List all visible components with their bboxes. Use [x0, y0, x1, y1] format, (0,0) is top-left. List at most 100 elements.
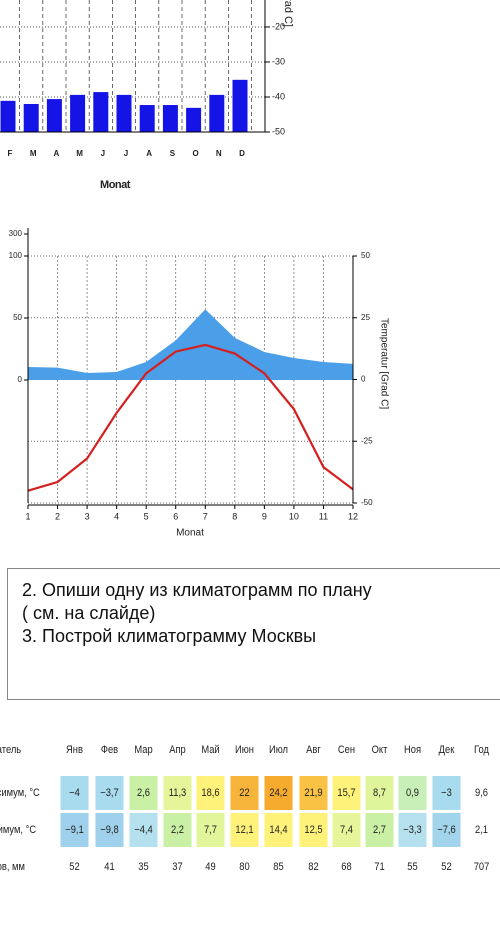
header-cell: Мар	[133, 744, 153, 756]
y-break-tick-label: 300	[9, 229, 23, 238]
bar	[139, 105, 155, 132]
x-tick-label: 11	[319, 511, 328, 521]
x-tick-label: F	[8, 149, 13, 158]
x-tick-label: N	[216, 149, 222, 158]
x-axis-label: Monat	[100, 179, 131, 191]
table-cell: 15,7	[331, 776, 361, 810]
table-cell: ксимум, °C	[0, 787, 40, 799]
y2-axis-label: Temperatur [Grad C]	[378, 318, 389, 409]
table-cell: 2,2	[162, 813, 192, 847]
x-tick-label: M	[30, 149, 37, 158]
table-cell: −4	[59, 776, 89, 810]
header-cell: Сен	[337, 744, 355, 756]
y-tick-label: -40	[272, 91, 285, 101]
table-cell: 18,6	[195, 776, 225, 810]
bar	[46, 99, 62, 132]
x-tick-label: M	[76, 149, 83, 158]
table-cell: 52	[440, 861, 452, 873]
text-line: 2. Опиши одну из климатограмм по плану	[22, 580, 372, 600]
bar	[232, 79, 248, 132]
y2-tick-label: 25	[361, 313, 370, 322]
x-tick-label: 4	[114, 511, 119, 521]
y-tick-label: 100	[9, 251, 23, 260]
table-cell: −3	[431, 776, 461, 810]
x-tick-label: 6	[173, 511, 178, 521]
table-cell: 2,7	[364, 813, 394, 847]
x-tick-label: J	[124, 149, 128, 158]
table-cell: 7,4	[331, 813, 361, 847]
table-cell: 35	[137, 861, 149, 873]
header-cell: Ноя	[403, 744, 421, 756]
table-cell: 11,3	[162, 776, 192, 810]
header-cell: Год	[473, 744, 489, 756]
bar	[209, 94, 225, 132]
table-cell: 14,4	[263, 813, 293, 847]
x-tick-label: O	[192, 149, 198, 158]
table-cell: 12,5	[298, 813, 328, 847]
header-cell: Май	[200, 744, 220, 756]
y-tick-label: 0	[18, 375, 23, 384]
temperature-line	[27, 343, 354, 492]
table-cell: 80	[238, 861, 250, 873]
table-cell: −4,4	[128, 813, 158, 847]
x-tick-label: J	[101, 149, 105, 158]
table-cell: 52	[68, 861, 80, 873]
text-line: 3. Построй климатограмму Москвы	[22, 626, 317, 646]
table-cell: −7,6	[431, 813, 461, 847]
text-line: ( см. на слайде)	[22, 603, 156, 623]
y-tick-label: -30	[272, 56, 285, 66]
header-cell: затель	[0, 744, 22, 756]
x-axis-label: Monat	[176, 528, 204, 539]
y2-tick-label: 0	[361, 375, 366, 384]
table-cell: 41	[103, 861, 115, 873]
header-cell: Янв	[65, 744, 83, 756]
x-tick-label: A	[146, 149, 152, 158]
bar	[186, 107, 202, 132]
x-tick-label: 10	[289, 511, 299, 521]
header-cell: Авг	[305, 744, 321, 756]
table-cell: −3,7	[94, 776, 124, 810]
table-cell: 68	[340, 861, 352, 873]
x-tick-label: 5	[144, 511, 149, 521]
bar	[0, 100, 16, 132]
bar	[93, 92, 109, 132]
y-tick-label: -20	[272, 21, 285, 31]
table-cell: −9,1	[59, 813, 89, 847]
x-tick-label: 7	[203, 511, 208, 521]
table-cell: 2,6	[128, 776, 158, 810]
table-cell: −3,3	[397, 813, 427, 847]
bar	[116, 94, 132, 132]
table-cell: 2,1	[474, 824, 488, 836]
table-cell: 22	[229, 776, 259, 810]
header-cell: Июн	[234, 744, 254, 756]
header-cell: Апр	[168, 744, 186, 756]
header-cell: Окт	[371, 744, 387, 756]
table-cell: 9,6	[474, 787, 488, 799]
y-tick-label: -50	[272, 126, 285, 136]
header-cell: Дек	[438, 744, 454, 756]
bar	[70, 94, 86, 132]
table-cell: 707	[473, 861, 489, 873]
table-cell: нимум, °C	[0, 824, 37, 836]
table-cell: 85	[272, 861, 284, 873]
table-cell: 24,2	[263, 776, 293, 810]
y2-tick-label: -50	[361, 498, 373, 507]
bar	[23, 103, 39, 132]
y-axis-label: Temperatur [Grad C]	[282, 0, 294, 27]
table-cell: 8,7	[364, 776, 394, 810]
table-cell: 37	[171, 861, 183, 873]
header-cell: Фев	[100, 744, 118, 756]
table-cell: −9,8	[94, 813, 124, 847]
table-cell: 12,1	[229, 813, 259, 847]
table-cell: 82	[307, 861, 319, 873]
y2-tick-label: 50	[361, 251, 370, 260]
x-tick-label: 1	[25, 511, 30, 521]
y-tick-label: 50	[13, 313, 22, 322]
x-tick-label: 12	[348, 511, 358, 521]
table-cell: 7,7	[195, 813, 225, 847]
table-cell: ков, мм	[0, 861, 25, 873]
bar	[162, 105, 178, 132]
y2-tick-label: -25	[361, 436, 373, 445]
table-cell: 55	[406, 861, 418, 873]
